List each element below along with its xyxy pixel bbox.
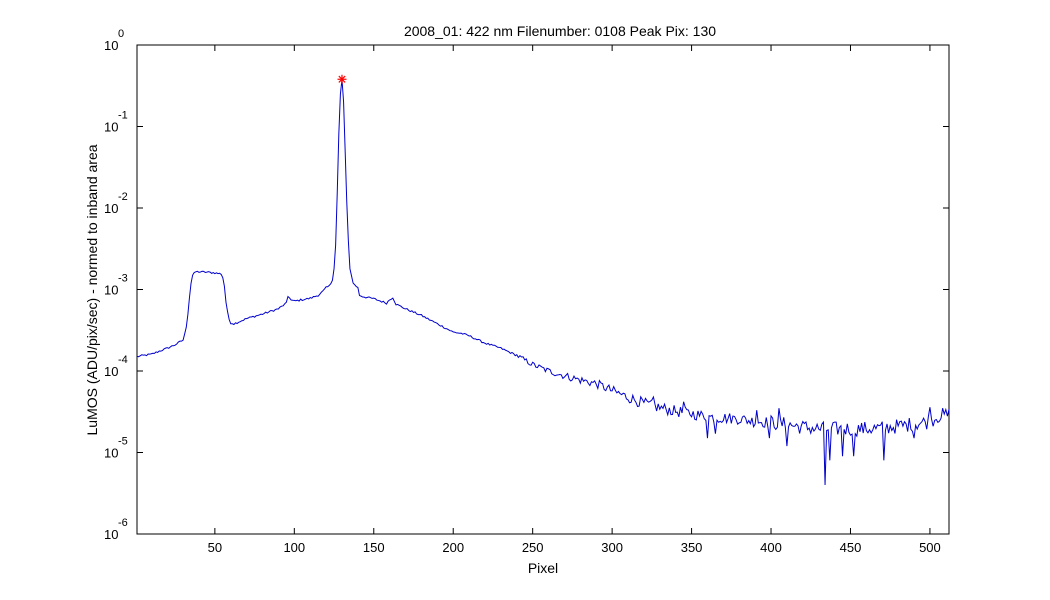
y-tick-label-base: 10 [104, 446, 118, 461]
y-tick-label-exponent: -2 [118, 191, 128, 203]
x-tick-label: 250 [522, 540, 544, 555]
y-tick-label-base: 10 [104, 120, 118, 135]
x-tick-label: 50 [208, 540, 222, 555]
x-axis-label: Pixel [528, 560, 558, 576]
y-tick-label-base: 10 [104, 364, 118, 379]
y-tick-label-exponent: -6 [118, 517, 128, 529]
x-tick-label: 200 [442, 540, 464, 555]
x-axis-ticks: 50 100 150 200 250 300 350 400 450 500 [208, 45, 941, 555]
y-tick-label-base: 10 [104, 283, 118, 298]
series-line [136, 79, 950, 485]
y-tick-label-base: 10 [104, 527, 118, 542]
x-tick-label: 100 [283, 540, 305, 555]
x-tick-label: 350 [681, 540, 703, 555]
y-tick-label-exponent: -3 [118, 273, 128, 285]
y-axis-label: LuMOS (ADU/pix/sec) - normed to inband a… [84, 144, 100, 435]
y-tick-label-exponent: -5 [118, 436, 128, 448]
y-tick-label-base: 10 [104, 201, 118, 216]
y-tick-label-base: 10 [104, 38, 118, 53]
x-tick-label: 400 [760, 540, 782, 555]
x-tick-label: 300 [601, 540, 623, 555]
x-tick-label: 450 [840, 540, 862, 555]
y-tick-label-exponent: 0 [118, 28, 124, 40]
x-tick-label: 500 [919, 540, 941, 555]
y-tick-label-exponent: -1 [118, 110, 128, 122]
chart-title: 2008_01: 422 nm Filenumber: 0108 Peak Pi… [404, 23, 716, 39]
peak-marker-stroke [338, 75, 346, 83]
x-tick-label: 150 [363, 540, 385, 555]
peak-marker [337, 74, 347, 84]
plot-frame [136, 44, 950, 535]
y-tick-label-exponent: -4 [118, 354, 128, 366]
